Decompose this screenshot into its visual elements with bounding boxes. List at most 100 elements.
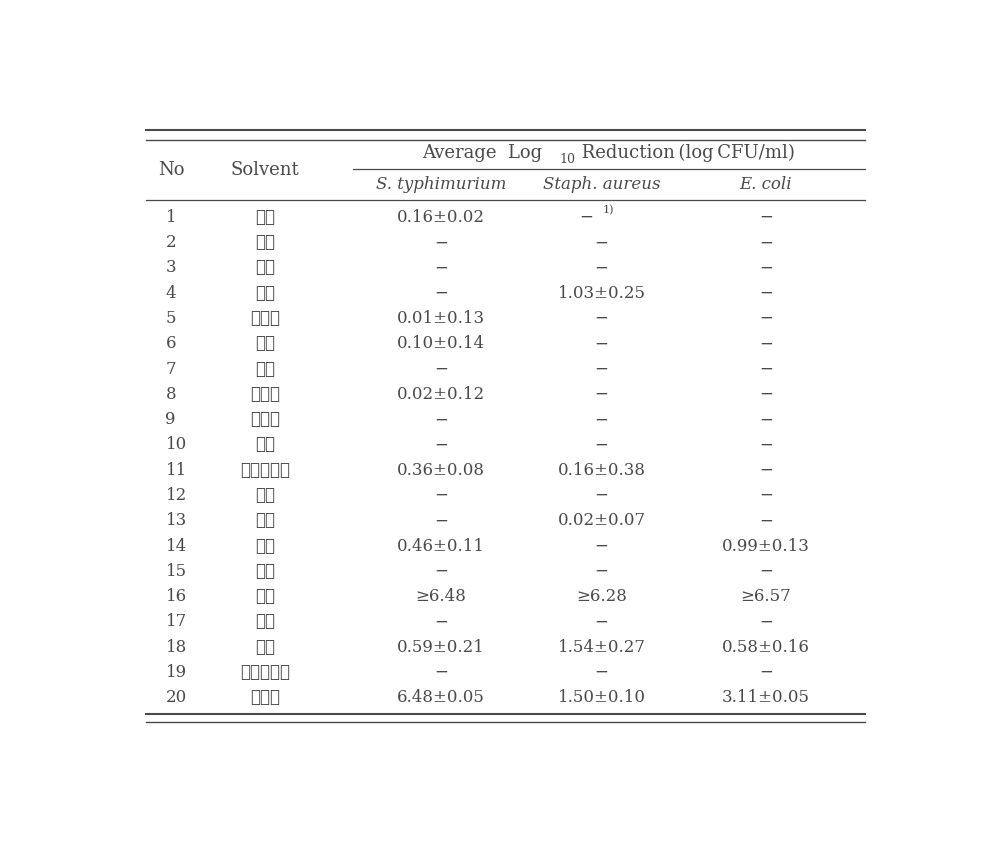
- Text: 우슬: 우슬: [254, 614, 275, 631]
- Text: −: −: [594, 360, 607, 377]
- Text: −: −: [594, 234, 607, 251]
- Text: 17: 17: [166, 614, 186, 631]
- Text: 황백: 황백: [254, 512, 275, 530]
- Text: 0.99±0.13: 0.99±0.13: [721, 538, 810, 555]
- Text: 정향: 정향: [254, 589, 275, 605]
- Text: −: −: [434, 411, 448, 429]
- Text: 오이: 오이: [254, 234, 275, 251]
- Text: −: −: [758, 360, 772, 377]
- Text: −: −: [758, 436, 772, 454]
- Text: Solvent: Solvent: [231, 161, 299, 179]
- Text: 구기자: 구기자: [249, 386, 280, 403]
- Text: −: −: [594, 487, 607, 504]
- Text: 0.02±0.07: 0.02±0.07: [557, 512, 645, 530]
- Text: 사과: 사과: [254, 209, 275, 226]
- Text: −: −: [594, 664, 607, 681]
- Text: 9: 9: [166, 411, 176, 429]
- Text: Average  Log: Average Log: [421, 144, 541, 162]
- Text: −: −: [758, 234, 772, 251]
- Text: −: −: [434, 285, 448, 301]
- Text: 3: 3: [166, 259, 176, 276]
- Text: 5: 5: [166, 310, 176, 327]
- Text: −: −: [758, 285, 772, 301]
- Text: ≥6.48: ≥6.48: [415, 589, 465, 605]
- Text: 0.02±0.12: 0.02±0.12: [396, 386, 484, 403]
- Text: 20: 20: [166, 690, 186, 706]
- Text: 1.54±0.27: 1.54±0.27: [557, 639, 645, 656]
- Text: 지유: 지유: [254, 335, 275, 352]
- Text: Staph. aureus: Staph. aureus: [542, 175, 660, 193]
- Text: 1.50±0.10: 1.50±0.10: [557, 690, 645, 706]
- Text: 15: 15: [166, 563, 186, 580]
- Text: 13: 13: [166, 512, 186, 530]
- Text: 10: 10: [559, 153, 575, 166]
- Text: −: −: [758, 487, 772, 504]
- Text: E. coli: E. coli: [739, 175, 792, 193]
- Text: S. typhimurium: S. typhimurium: [376, 175, 506, 193]
- Text: −: −: [758, 664, 772, 681]
- Text: 금앙자: 금앙자: [249, 310, 280, 327]
- Text: 육두구: 육두구: [249, 411, 280, 429]
- Text: 1: 1: [166, 209, 176, 226]
- Text: 오배자: 오배자: [249, 690, 280, 706]
- Text: −: −: [434, 664, 448, 681]
- Text: 녹차: 녹차: [254, 259, 275, 276]
- Text: −: −: [758, 386, 772, 403]
- Text: −: −: [758, 259, 772, 276]
- Text: 18: 18: [166, 639, 186, 656]
- Text: 6: 6: [166, 335, 176, 352]
- Text: 14: 14: [166, 538, 186, 555]
- Text: −: −: [594, 310, 607, 327]
- Text: Reduction (log CFU/ml): Reduction (log CFU/ml): [576, 144, 795, 162]
- Text: 3.11±0.05: 3.11±0.05: [721, 690, 810, 706]
- Text: ≥6.57: ≥6.57: [740, 589, 791, 605]
- Text: 4: 4: [166, 285, 176, 301]
- Text: 11: 11: [166, 461, 186, 479]
- Text: −: −: [758, 335, 772, 352]
- Text: −: −: [594, 386, 607, 403]
- Text: −: −: [594, 538, 607, 555]
- Text: −: −: [758, 512, 772, 530]
- Text: 12: 12: [166, 487, 186, 504]
- Text: −: −: [758, 209, 772, 226]
- Text: 0.16±0.38: 0.16±0.38: [557, 461, 645, 479]
- Text: 0.36±0.08: 0.36±0.08: [396, 461, 484, 479]
- Text: −: −: [594, 614, 607, 631]
- Text: −: −: [594, 411, 607, 429]
- Text: −: −: [594, 335, 607, 352]
- Text: 고삼: 고삼: [254, 360, 275, 377]
- Text: −: −: [579, 209, 593, 226]
- Text: 감초: 감초: [254, 285, 275, 301]
- Text: −: −: [434, 614, 448, 631]
- Text: −: −: [758, 614, 772, 631]
- Text: 자근: 자근: [254, 487, 275, 504]
- Text: 작약: 작약: [254, 563, 275, 580]
- Text: No: No: [158, 161, 184, 179]
- Text: −: −: [594, 436, 607, 454]
- Text: −: −: [434, 360, 448, 377]
- Text: 6.48±0.05: 6.48±0.05: [396, 690, 484, 706]
- Text: 0.16±0.02: 0.16±0.02: [396, 209, 484, 226]
- Text: −: −: [434, 436, 448, 454]
- Text: −: −: [758, 461, 772, 479]
- Text: −: −: [434, 512, 448, 530]
- Text: 8: 8: [166, 386, 176, 403]
- Text: 0.58±0.16: 0.58±0.16: [721, 639, 810, 656]
- Text: 0.46±0.11: 0.46±0.11: [396, 538, 484, 555]
- Text: −: −: [434, 259, 448, 276]
- Text: 16: 16: [166, 589, 186, 605]
- Text: 1): 1): [602, 205, 614, 215]
- Text: 황련: 황련: [254, 639, 275, 656]
- Text: 0.10±0.14: 0.10±0.14: [396, 335, 484, 352]
- Text: −: −: [434, 234, 448, 251]
- Text: −: −: [758, 310, 772, 327]
- Text: −: −: [758, 411, 772, 429]
- Text: 느름나무근: 느름나무근: [240, 664, 290, 681]
- Text: −: −: [594, 259, 607, 276]
- Text: 0.59±0.21: 0.59±0.21: [396, 639, 484, 656]
- Text: −: −: [758, 563, 772, 580]
- Text: −: −: [594, 563, 607, 580]
- Text: 2: 2: [166, 234, 176, 251]
- Text: −: −: [434, 487, 448, 504]
- Text: 10: 10: [166, 436, 186, 454]
